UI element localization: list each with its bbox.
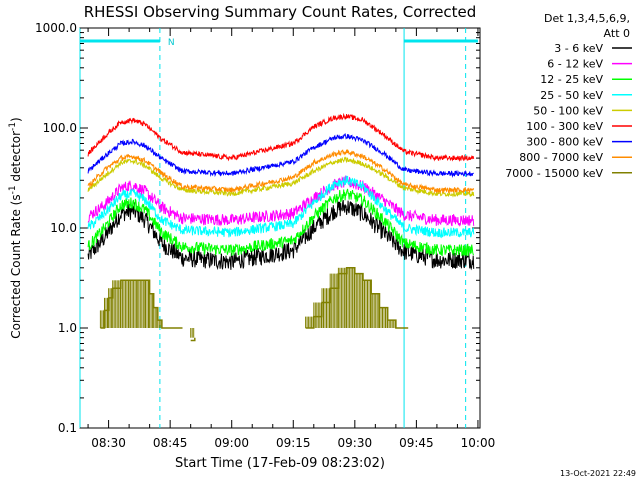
series-line — [190, 337, 196, 342]
y-axis-label-end: ) — [9, 117, 23, 122]
legend: 3 - 6 keV 6 - 12 keV 12 - 25 keV 25 - 50 ke… — [505, 42, 632, 180]
y-axis-label-sup2: -1 — [8, 122, 18, 131]
y-tick-label: 1.0 — [58, 321, 77, 335]
y-axis-label: Corrected Count Rate (s-1 detector-1) — [8, 117, 23, 338]
x-tick-label: 09:00 — [214, 436, 249, 450]
legend-label: 6 - 12 keV — [547, 58, 603, 71]
series-line — [87, 188, 475, 257]
x-tick-label: 09:30 — [338, 436, 373, 450]
legend-label: 800 - 7000 keV — [519, 151, 603, 164]
y-tick-label: 100.0 — [43, 121, 77, 135]
legend-label: 100 - 300 keV — [526, 120, 603, 133]
night-bar-label: N — [168, 38, 175, 48]
x-tick-label: 10:00 — [461, 436, 496, 450]
legend-label: 7000 - 15000 keV — [505, 167, 603, 180]
y-tick-label: 10.0 — [50, 221, 77, 235]
x-tick-label: 09:15 — [276, 436, 311, 450]
legend-label: 50 - 100 keV — [533, 104, 603, 117]
axis-ticks — [80, 27, 480, 429]
y-tick-label: 1000.0 — [35, 21, 77, 35]
legend-label: 25 - 50 keV — [540, 89, 603, 102]
x-tick-label: 08:30 — [91, 436, 126, 450]
series-line — [87, 132, 474, 179]
series-layer — [87, 112, 475, 342]
legend-header-1: Det 1,3,4,5,6,9, — [544, 12, 630, 25]
legend-label: 12 - 25 keV — [540, 73, 603, 86]
legend-header-2: Att 0 — [604, 27, 630, 40]
series-line — [87, 175, 475, 227]
chart-title: RHESSI Observing Summary Count Rates, Co… — [84, 3, 477, 21]
legend-label: 300 - 800 keV — [526, 136, 603, 149]
x-tick-labels: 08:30 08:45 09:00 09:15 09:30 09:45 10:00 — [91, 436, 495, 450]
y-axis-label-main: Corrected Count Rate (s — [9, 194, 23, 338]
footer-date: 13-Oct-2021 22:49 — [560, 469, 636, 478]
x-tick-label: 09:45 — [399, 436, 434, 450]
night-layer: N — [79, 28, 478, 428]
y-axis-label-sup1: -1 — [8, 185, 18, 194]
legend-label: 3 - 6 keV — [554, 42, 603, 55]
series-line — [87, 175, 475, 239]
series-line — [87, 156, 475, 198]
series-line — [87, 199, 475, 271]
y-axis-label-mid: detector — [9, 131, 23, 186]
y-tick-labels: 1000.0 100.0 10.0 1.0 0.1 — [35, 21, 77, 435]
series-line — [87, 149, 475, 195]
series-line — [87, 112, 475, 162]
x-axis-label: Start Time (17-Feb-09 08:23:02) — [175, 456, 385, 471]
x-tick-label: 08:45 — [153, 436, 188, 450]
y-tick-label: 0.1 — [58, 421, 77, 435]
